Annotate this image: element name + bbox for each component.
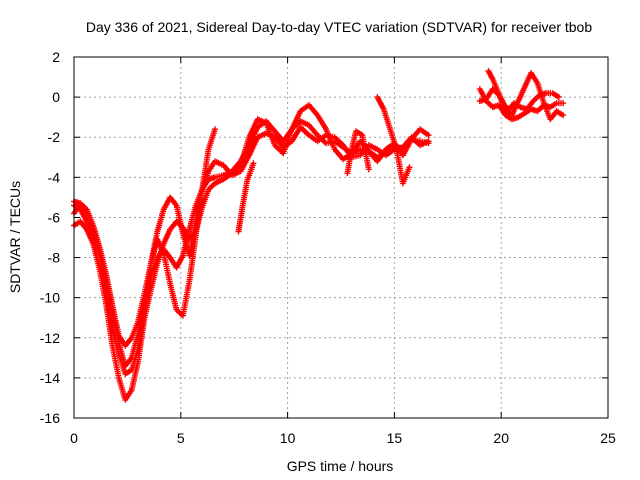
y-axis-ticks: -16 -14 -12 -10 -8 -6 -4 -2 0 2 xyxy=(40,49,608,426)
plot-border xyxy=(73,56,609,419)
y-tick-label: 0 xyxy=(52,89,60,105)
plot-frame xyxy=(73,56,609,419)
x-tick-label: 20 xyxy=(493,430,509,446)
series-track-7 xyxy=(374,94,413,187)
y-tick-label: -16 xyxy=(40,410,60,426)
series-track-10 xyxy=(485,68,562,113)
chart-title: Day 336 of 2021, Sidereal Day-to-day VTE… xyxy=(86,19,593,35)
data-point-marks xyxy=(485,68,562,113)
series-track-5 xyxy=(235,160,257,235)
y-tick-label: 2 xyxy=(52,49,60,65)
data-point-marks xyxy=(344,128,372,177)
x-axis-title: GPS time / hours xyxy=(287,458,394,474)
y-tick-label: -8 xyxy=(48,250,61,266)
y-tick-label: -4 xyxy=(48,169,61,185)
x-tick-label: 10 xyxy=(280,430,296,446)
y-tick-label: -6 xyxy=(48,209,61,225)
x-tick-label: 5 xyxy=(177,430,185,446)
x-tick-label: 0 xyxy=(70,430,78,446)
x-axis-ticks: 0 5 10 15 20 25 xyxy=(70,57,616,446)
y-tick-label: -2 xyxy=(48,129,61,145)
y-axis-title: SDTVAR / TECUs xyxy=(7,181,23,293)
grid-lines xyxy=(74,57,608,418)
x-tick-label: 15 xyxy=(387,430,403,446)
series-track-6 xyxy=(344,128,372,177)
y-tick-label: -14 xyxy=(40,370,60,386)
y-tick-label: -12 xyxy=(40,330,60,346)
data-point-marks xyxy=(235,160,257,235)
y-tick-label: -10 xyxy=(40,290,60,306)
x-tick-label: 25 xyxy=(600,430,616,446)
data-point-marks xyxy=(374,94,413,187)
